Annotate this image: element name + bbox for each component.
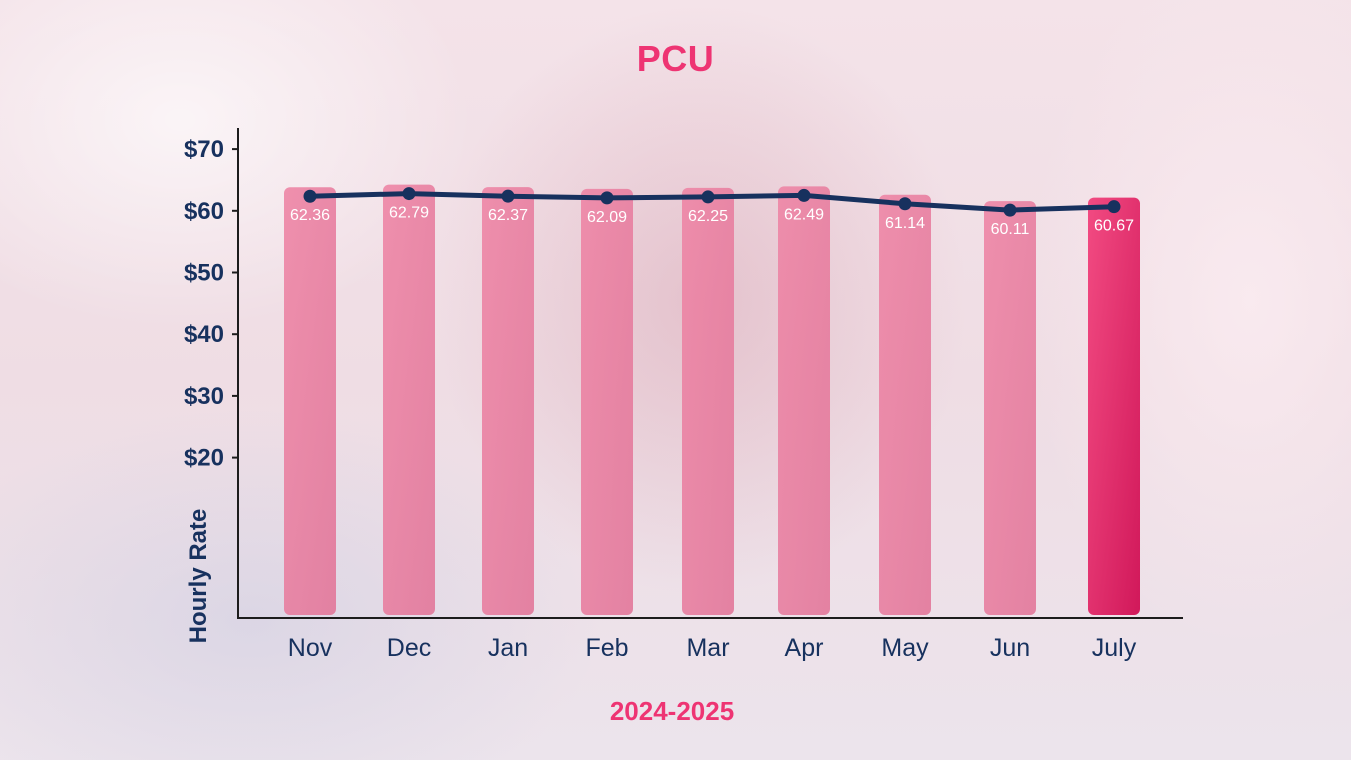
data-label-nov: 62.36 bbox=[290, 207, 330, 224]
y-tick-label-60: $60 bbox=[184, 198, 224, 225]
data-label-dec: 62.79 bbox=[389, 205, 429, 222]
data-labels-group: 62.36 62.79 62.37 62.09 62.25 62.49 61.14 60.11… bbox=[290, 205, 1134, 239]
y-axis-label: Hourly Rate bbox=[185, 509, 212, 644]
line-point-apr bbox=[797, 188, 811, 202]
bar-july bbox=[1088, 197, 1140, 615]
line-point-nov bbox=[303, 189, 317, 203]
line-point-jun bbox=[1003, 203, 1017, 217]
bar-feb bbox=[581, 188, 633, 615]
x-axis-label: 2024-2025 bbox=[609, 696, 735, 726]
bar-nov bbox=[284, 187, 336, 615]
x-tick-label-july: July bbox=[1092, 634, 1137, 662]
bar-apr bbox=[778, 186, 830, 615]
data-label-jan: 62.37 bbox=[488, 207, 528, 224]
bar-jun bbox=[984, 201, 1036, 615]
y-tick-label-30: $30 bbox=[184, 383, 224, 410]
bars-group bbox=[284, 184, 1140, 616]
line-point-july bbox=[1107, 200, 1121, 214]
bar-may bbox=[879, 194, 931, 615]
line-point-dec bbox=[402, 187, 416, 201]
x-tick-label-dec: Dec bbox=[387, 634, 431, 662]
y-tick-label-50: $50 bbox=[184, 260, 224, 287]
data-label-july: 60.67 bbox=[1094, 218, 1134, 235]
y-tick-label-40: $40 bbox=[184, 321, 224, 348]
bar-dec bbox=[383, 184, 435, 615]
chart-title: PCU bbox=[636, 38, 715, 79]
line-series-group bbox=[303, 187, 1121, 217]
x-tick-label-mar: Mar bbox=[686, 634, 729, 662]
data-label-mar: 62.25 bbox=[688, 208, 728, 225]
x-tick-label-apr: Apr bbox=[785, 634, 824, 662]
data-label-feb: 62.09 bbox=[587, 209, 627, 226]
data-label-jun: 60.11 bbox=[991, 221, 1030, 238]
bar-mar bbox=[682, 187, 734, 616]
bar-jan bbox=[482, 187, 534, 615]
x-tick-label-jan: Jan bbox=[488, 634, 528, 662]
x-tick-label-feb: Feb bbox=[585, 634, 628, 662]
data-label-apr: 62.49 bbox=[784, 206, 824, 223]
line-point-mar bbox=[701, 190, 715, 204]
x-tick-label-may: May bbox=[881, 634, 929, 662]
line-point-may bbox=[898, 197, 912, 211]
x-tick-label-nov: Nov bbox=[288, 634, 333, 662]
data-label-may: 61.14 bbox=[885, 215, 925, 232]
line-point-jan bbox=[501, 189, 515, 203]
y-tick-label-70: $70 bbox=[184, 136, 224, 163]
axes-group: $20 $30 $40 $50 $60 $70 Nov Dec Jan Feb Mar Apr May J… bbox=[184, 128, 1183, 662]
x-tick-label-jun: Jun bbox=[990, 634, 1030, 662]
y-tick-label-20: $20 bbox=[184, 445, 224, 472]
line-point-feb bbox=[600, 191, 614, 205]
